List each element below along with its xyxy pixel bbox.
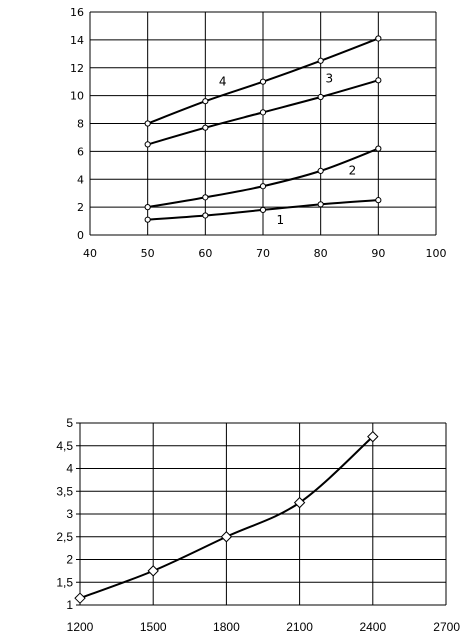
data-point-series-1 bbox=[202, 212, 209, 219]
y-tick-label: 3 bbox=[66, 507, 73, 521]
x-tick-label: 1200 bbox=[67, 620, 94, 634]
y-tick-label: 2 bbox=[66, 553, 73, 567]
series-label-1: 1 bbox=[276, 213, 284, 227]
data-point-series-2 bbox=[259, 183, 267, 190]
data-point-series-1 bbox=[375, 197, 382, 204]
y-tick-label: 2,5 bbox=[56, 530, 73, 544]
data-point-series-1 bbox=[144, 216, 151, 223]
y-tick-label: 0 bbox=[77, 229, 84, 242]
x-tick-label: 2400 bbox=[359, 620, 386, 634]
x-tick-label: 100 bbox=[426, 247, 447, 260]
y-tick-label: 1,5 bbox=[56, 575, 73, 589]
data-point-series-3 bbox=[202, 124, 209, 131]
chart-2: 1 1,5 2 2,5 3 3,5 4 4,5 5 1200 1500 1800 2100 2400 270… bbox=[56, 416, 460, 634]
data-point-series-3 bbox=[259, 109, 267, 116]
y-tick-label: 4 bbox=[66, 462, 73, 476]
y-tick-label: 1 bbox=[66, 598, 73, 612]
y-tick-label: 5 bbox=[66, 416, 73, 430]
y-tick-label: 10 bbox=[70, 90, 84, 103]
data-point-series-1 bbox=[259, 206, 267, 214]
data-point-series-3 bbox=[375, 77, 382, 84]
data-point-series-4 bbox=[375, 35, 382, 42]
data-point-diamond bbox=[147, 565, 159, 577]
data-point-series-2 bbox=[144, 204, 151, 211]
data-point-series-1 bbox=[317, 201, 324, 208]
data-point-series-4 bbox=[144, 120, 151, 127]
data-point-series-4 bbox=[317, 57, 324, 64]
data-point-series-4 bbox=[202, 98, 209, 105]
data-point-series-2 bbox=[317, 167, 324, 174]
data-point-series-2 bbox=[375, 145, 382, 152]
x-tick-label: 40 bbox=[83, 247, 97, 260]
x-tick-label: 1500 bbox=[140, 620, 167, 634]
y-tick-label: 12 bbox=[70, 62, 84, 75]
y-tick-label: 3,5 bbox=[56, 484, 73, 498]
data-point-diamond bbox=[367, 430, 379, 443]
x-tick-label: 70 bbox=[256, 247, 270, 260]
x-tick-label: 80 bbox=[314, 247, 328, 260]
data-point-series-3 bbox=[317, 93, 324, 101]
data-point-series-2 bbox=[202, 194, 209, 201]
data-point-series-3 bbox=[144, 141, 151, 148]
series-label-4: 4 bbox=[219, 74, 227, 88]
x-tick-label: 50 bbox=[141, 247, 155, 260]
y-tick-label: 8 bbox=[77, 118, 84, 131]
y-tick-label: 16 bbox=[70, 6, 84, 19]
y-tick-label: 6 bbox=[77, 145, 84, 158]
x-tick-label: 2100 bbox=[286, 620, 313, 634]
series-label-2: 2 bbox=[349, 164, 357, 178]
data-point-diamond bbox=[74, 592, 86, 604]
series-label-3: 3 bbox=[325, 72, 333, 86]
data-point-diamond bbox=[220, 531, 233, 543]
y-tick-label: 2 bbox=[77, 201, 84, 214]
x-tick-label: 1800 bbox=[213, 620, 240, 634]
data-point-diamond bbox=[293, 496, 306, 509]
x-tick-label: 90 bbox=[371, 247, 385, 260]
data-point-series-4 bbox=[259, 78, 267, 85]
y-tick-label: 14 bbox=[70, 34, 84, 47]
y-tick-label: 4 bbox=[77, 173, 84, 186]
x-tick-label: 60 bbox=[198, 247, 212, 260]
y-tick-label: 4,5 bbox=[56, 439, 73, 453]
x-tick-label: 2700 bbox=[433, 620, 460, 634]
